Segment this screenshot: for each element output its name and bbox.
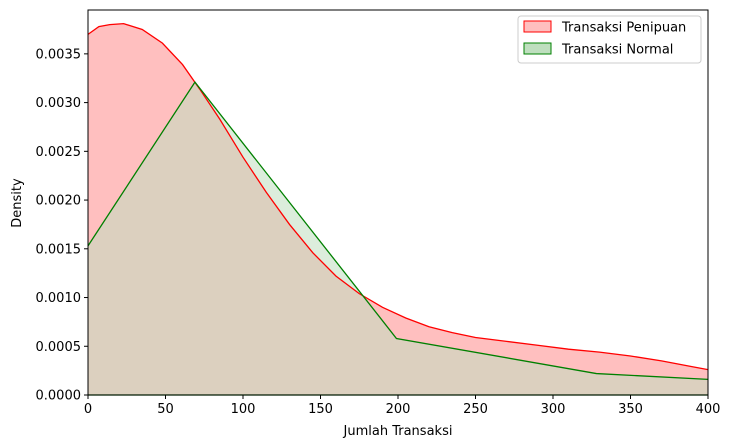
x-tick-label: 250: [463, 402, 488, 417]
y-tick-label: 0.0025: [36, 145, 82, 160]
x-tick-label: 150: [308, 402, 333, 417]
plot-frame: [87, 9, 709, 396]
plot-area: [87, 22, 709, 396]
series-area-1: [88, 82, 708, 395]
legend-box: [517, 15, 702, 64]
y-axis-label: Density: [10, 178, 25, 228]
x-axis-label: Jumlah Transaksi: [343, 424, 453, 439]
x-tick-label: 400: [696, 402, 721, 417]
y-tick-label: 0.0000: [36, 389, 82, 404]
y-tick-label: 0.0035: [36, 47, 82, 62]
y-tick-label: 0.0010: [36, 291, 82, 306]
x-tick-label: 350: [618, 402, 643, 417]
legend-label-1: Transaksi Normal: [561, 43, 673, 58]
x-tick-label: 0: [84, 402, 92, 417]
y-tick-label: 0.0015: [36, 242, 82, 257]
legend-swatch-0: [523, 20, 552, 33]
y-tick-label: 0.0020: [36, 194, 82, 209]
y-tick-label: 0.0005: [36, 340, 82, 355]
legend-label-0: Transaksi Penipuan: [561, 21, 686, 36]
x-tick-label: 200: [386, 402, 411, 417]
y-axis: 0.0000 0.0005 0.0010 0.0015 0.0020 0.0025 0.00…: [36, 47, 88, 404]
x-tick-label: 50: [157, 402, 174, 417]
x-tick-label: 100: [231, 402, 256, 417]
x-axis: 0 50 100 150 200 250 300 350 400: [84, 395, 721, 417]
legend: Transaksi Penipuan Transaksi Normal: [517, 15, 702, 64]
x-tick-label: 300: [541, 402, 566, 417]
legend-swatch-1: [523, 42, 552, 55]
series-line-1: [87, 81, 709, 381]
y-tick-label: 0.0030: [36, 96, 82, 111]
series-line-0: [87, 22, 709, 371]
